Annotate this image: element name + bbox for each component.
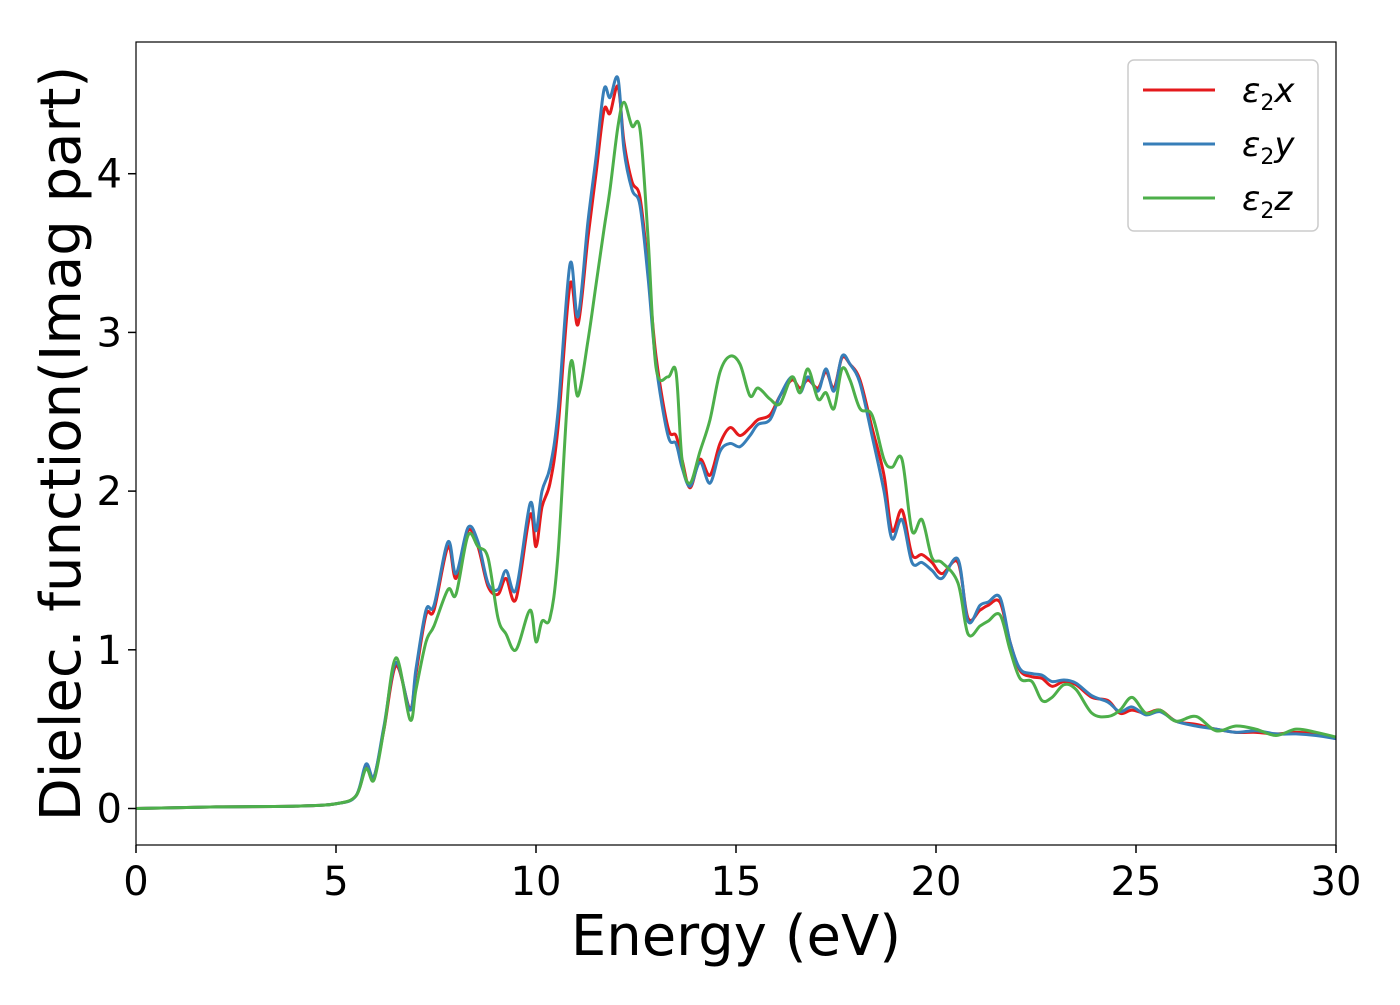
legend-label-z: ε2z [1242,179,1293,224]
y-tick-label: 1 [97,628,122,674]
y-tick-label: 2 [97,469,122,515]
y-axis-label: Dielec. function(Imag part) [29,66,94,822]
legend-axis: x [1273,71,1295,111]
series-line-z [136,100,1336,810]
legend-symbol: ε [1242,125,1260,165]
x-tick-label: 30 [1311,859,1362,905]
x-axis: 0 5 10 15 20 25 30 [123,845,1361,905]
legend-axis: z [1273,179,1293,219]
x-tick-label: 5 [323,859,348,905]
series-layer [136,75,1336,810]
x-tick-label: 20 [911,859,962,905]
legend-axis: y [1273,125,1295,165]
series-line-y [136,75,1336,810]
legend-symbol: ε [1242,71,1260,111]
x-tick-label: 25 [1111,859,1162,905]
y-tick-label: 3 [97,310,122,356]
y-tick-label: 4 [97,152,122,198]
y-axis: 0 1 2 3 4 [97,152,136,833]
legend-frame [1127,59,1319,232]
x-tick-label: 15 [711,859,762,905]
legend-subscript: 2 [1260,91,1274,116]
x-tick-label: 10 [511,859,562,905]
legend-label-y: ε2y [1242,125,1295,170]
legend-label-x: ε2x [1242,71,1295,116]
legend-subscript: 2 [1260,145,1274,170]
x-axis-label: Energy (eV) [571,904,901,969]
legend-subscript: 2 [1260,199,1274,224]
x-tick-label: 0 [123,859,148,905]
legend-symbol: ε [1242,179,1260,219]
y-tick-label: 0 [97,787,122,833]
